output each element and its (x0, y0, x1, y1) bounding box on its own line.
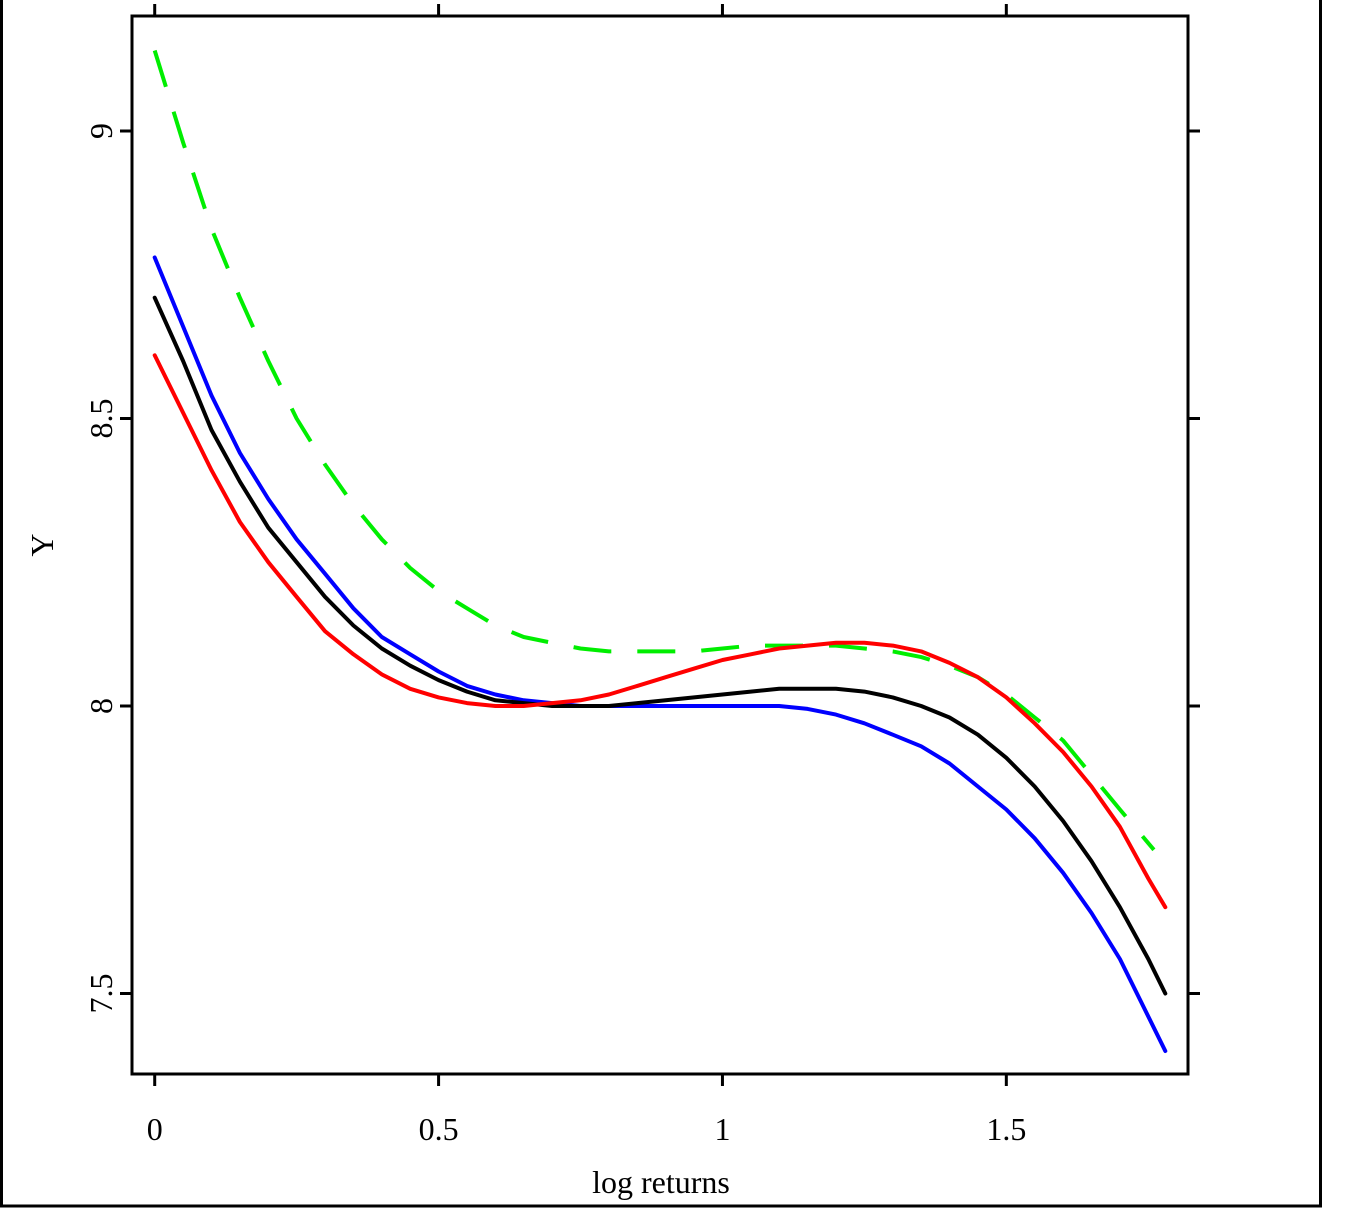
series-line-3 (152, 295, 1168, 996)
plot-frame (130, 14, 1190, 1076)
x-tick-label: 0 (147, 1111, 163, 1147)
x-tick-label: 1.5 (986, 1111, 1026, 1147)
axis-ticks (120, 4, 1200, 1086)
series-line-4 (152, 353, 1168, 910)
x-tick-label: 1 (714, 1111, 730, 1147)
series-layer (152, 49, 1168, 1053)
y-tick-label: 8.5 (83, 399, 119, 439)
series-line-2 (152, 255, 1168, 1053)
tick-labels: 0 0.5 1 1.5 7.5 8 8.5 9 (83, 123, 1026, 1147)
x-axis-label: log returns (592, 1164, 730, 1200)
x-tick-label: 0.5 (419, 1111, 459, 1147)
figure-border (0, 0, 1322, 1208)
y-axis-label: Y (24, 533, 60, 556)
y-tick-label: 9 (83, 123, 119, 139)
y-tick-label: 7.5 (83, 974, 119, 1014)
y-tick-label: 8 (83, 698, 119, 714)
